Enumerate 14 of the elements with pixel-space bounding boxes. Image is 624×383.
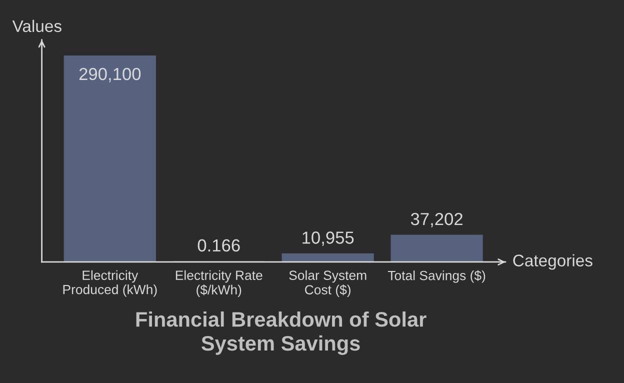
bar [64,55,156,262]
text: Financial Breakdown of Solar System Savings [136,311,426,355]
y-axis-title: Values [12,20,62,32]
data-label: 0.166 [198,239,240,252]
x-tick-label: Electricity Produced (kWh) [63,270,157,297]
bar [390,234,483,262]
data-label: 37,202 [410,212,462,228]
x-tick-label: Solar System Cost ($) [289,270,366,298]
x-axis-title: Categories [513,254,592,270]
data-label: 290,100 [79,68,141,82]
x-tick-label: Electricity Rate ($/kWh) [176,270,262,298]
bar [282,253,374,262]
x-tick-label: Total Savings ($) [388,270,486,283]
data-label: 10,955 [302,232,354,246]
